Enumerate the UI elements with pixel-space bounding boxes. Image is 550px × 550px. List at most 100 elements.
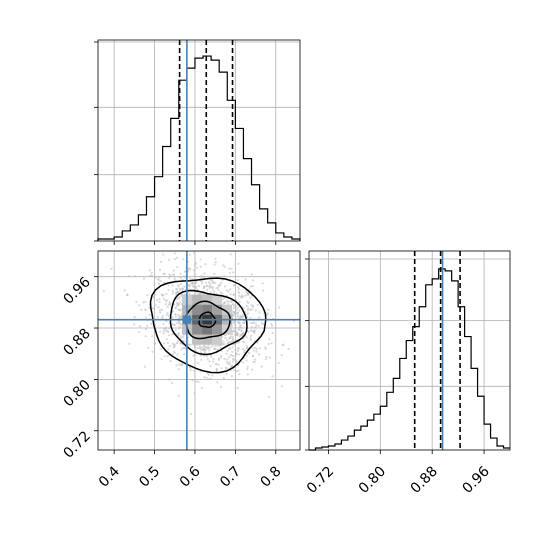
scatter-point xyxy=(258,316,261,319)
scatter-point xyxy=(235,370,238,373)
scatter-point xyxy=(110,267,113,270)
scatter-point xyxy=(237,328,240,331)
scatter-point xyxy=(229,336,232,339)
scatter-point xyxy=(213,263,216,266)
scatter-point xyxy=(205,284,209,287)
scatter-point xyxy=(156,315,159,318)
scatter-point xyxy=(164,326,167,329)
scatter-point xyxy=(267,395,270,398)
scatter-point xyxy=(214,261,217,264)
top-left-ticks xyxy=(94,41,277,245)
scatter-point xyxy=(228,361,231,364)
scatter-point xyxy=(161,314,164,318)
scatter-point xyxy=(197,380,200,383)
scatter-point xyxy=(248,351,251,355)
x-tick-label-right-2: 0.88 xyxy=(408,464,441,497)
scatter-point xyxy=(164,303,167,306)
scatter-point xyxy=(166,305,169,308)
scatter-point xyxy=(251,279,255,282)
contour-level-0 xyxy=(198,311,217,328)
scatter-point xyxy=(277,361,280,364)
scatter-point xyxy=(225,339,228,342)
scatter-point xyxy=(167,284,170,287)
scatter-point xyxy=(176,265,179,269)
scatter-point xyxy=(249,338,252,341)
scatter-point xyxy=(135,300,138,303)
scatter-point xyxy=(173,278,176,282)
scatter-point xyxy=(216,344,220,347)
scatter-point xyxy=(205,376,208,379)
y-tick-label-2d-0: 0.72 xyxy=(60,428,93,461)
scatter-point xyxy=(238,326,241,329)
scatter-point xyxy=(253,349,256,352)
scatter-point xyxy=(169,360,172,363)
scatter-point xyxy=(168,300,171,304)
scatter-point xyxy=(127,275,130,278)
scatter-point xyxy=(234,348,237,351)
scatter-point xyxy=(189,277,192,280)
scatter-point xyxy=(251,368,254,371)
scatter-point xyxy=(173,344,176,347)
scatter-point xyxy=(240,329,243,332)
scatter-point xyxy=(190,412,193,416)
scatter-point xyxy=(208,373,211,376)
scatter-point xyxy=(171,284,174,287)
scatter-point xyxy=(260,365,263,368)
scatter-point xyxy=(250,325,253,328)
scatter-point xyxy=(150,271,153,274)
scatter-point xyxy=(228,356,231,359)
scatter-point xyxy=(238,300,241,303)
scatter-point xyxy=(233,320,236,323)
scatter-point xyxy=(177,363,180,366)
scatter-point xyxy=(236,311,240,314)
scatter-point xyxy=(254,309,257,312)
density-cell-19 xyxy=(192,334,203,345)
scatter-point xyxy=(232,339,235,342)
top-left-frame xyxy=(97,39,301,242)
scatter-point xyxy=(232,293,235,296)
density-cell-3 xyxy=(212,294,223,305)
bottom-left-frame xyxy=(97,250,301,451)
scatter-point xyxy=(162,297,166,300)
scatter-point xyxy=(166,341,169,344)
scatter-point xyxy=(258,311,261,314)
scatter-point xyxy=(166,355,169,358)
scatter-point xyxy=(160,260,163,263)
scatter-point xyxy=(196,361,199,364)
bottom-right-quantile-lines xyxy=(413,251,461,450)
scatter-point xyxy=(144,308,147,311)
scatter-point xyxy=(255,324,258,327)
scatter-point xyxy=(206,288,209,291)
scatter-point xyxy=(200,282,204,285)
scatter-point xyxy=(257,324,260,327)
contour-level-3 xyxy=(149,277,267,374)
scatter-point xyxy=(280,354,283,357)
scatter-point xyxy=(267,342,270,346)
scatter-point xyxy=(181,287,184,290)
scatter-point xyxy=(177,331,180,334)
scatter-point xyxy=(209,290,212,293)
scatter-point xyxy=(176,297,179,300)
scatter-point xyxy=(236,386,239,389)
scatter-point xyxy=(138,304,141,307)
scatter-point xyxy=(193,282,196,285)
scatter-point xyxy=(157,278,160,281)
scatter-point xyxy=(212,360,215,363)
scatter-point xyxy=(233,304,236,307)
truth-point-marker xyxy=(182,315,191,324)
scatter-point xyxy=(223,357,226,360)
scatter-point xyxy=(159,279,162,282)
histogram-step-x xyxy=(97,55,301,241)
scatter-point xyxy=(246,291,249,294)
scatter-point xyxy=(265,355,268,358)
scatter-point xyxy=(249,337,252,340)
scatter-point xyxy=(171,292,174,295)
scatter-point xyxy=(137,331,141,334)
scatter-point xyxy=(246,367,249,371)
scatter-point xyxy=(239,333,242,336)
scatter-point xyxy=(253,329,256,332)
scatter-point xyxy=(144,335,147,338)
scatter-point xyxy=(203,349,206,352)
scatter-point xyxy=(246,300,249,303)
scatter-point xyxy=(181,347,184,350)
